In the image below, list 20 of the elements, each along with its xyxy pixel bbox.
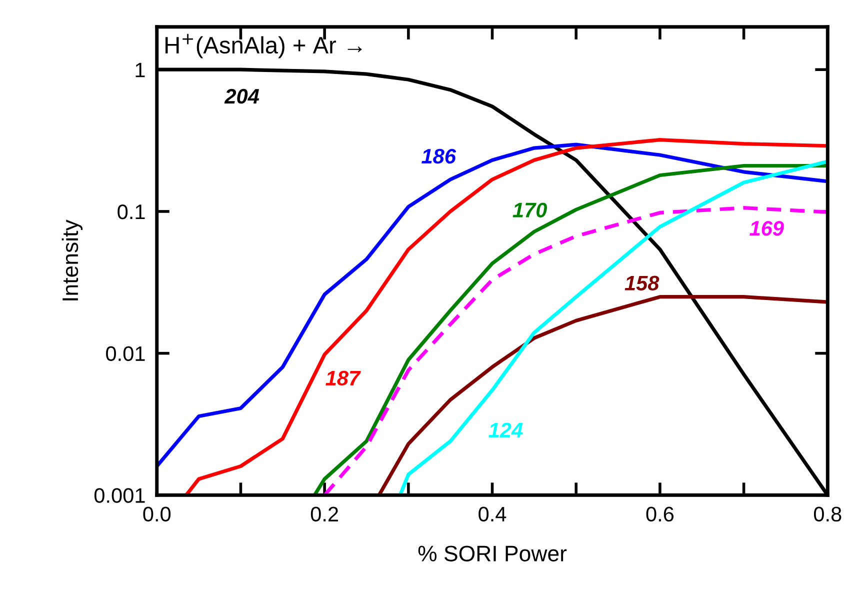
- y-tick-label: 0.001: [94, 488, 145, 503]
- chart-title: H$^{+}$(AsnAla) + Ar →: [166, 34, 362, 58]
- y-tick-label: 0.1: [118, 204, 145, 220]
- y-tick-label: 0.01: [106, 346, 145, 362]
- y-axis-title: Intensity: [62, 220, 83, 300]
- series-label: 186: [422, 148, 456, 164]
- series-label: 169: [750, 220, 784, 236]
- x-tick-label: 0.6: [646, 506, 674, 522]
- line-series: [377, 295, 828, 496]
- x-tick-label: 0.4: [478, 506, 506, 522]
- y-tick-label: 1: [136, 62, 145, 78]
- x-tick-label: 0.0: [143, 506, 171, 522]
- x-tick-label: 0.2: [310, 506, 338, 522]
- series-label: 124: [488, 422, 523, 438]
- x-axis-title: % SORI Power: [418, 546, 567, 562]
- series-label: 187: [326, 370, 361, 386]
- x-tick-label: 0.8: [814, 506, 842, 522]
- series-label: 170: [512, 202, 548, 218]
- series-label: 158: [624, 276, 660, 290]
- series-label: 204: [224, 88, 260, 104]
